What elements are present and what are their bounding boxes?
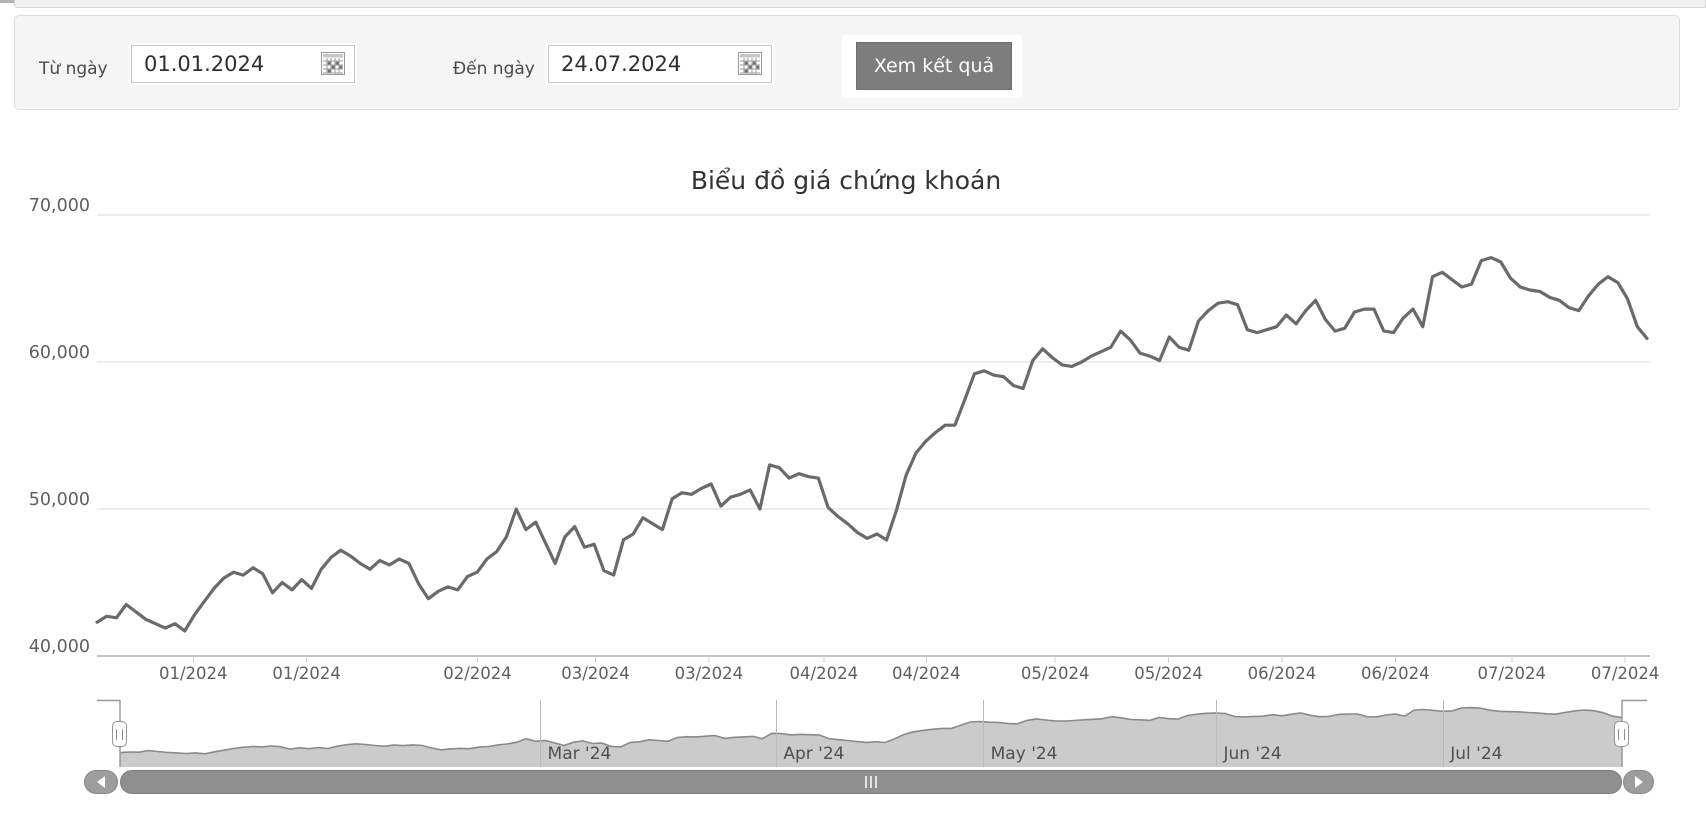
x-axis-label: 04/2024 [892,664,961,683]
calendar-icon[interactable] [738,52,762,75]
from-date-input[interactable] [131,45,355,83]
to-date-field [548,45,772,83]
x-axis-label: 03/2024 [675,664,744,683]
scrollbar-right-arrow[interactable] [1623,770,1654,794]
view-results-button[interactable]: Xem kết quả [856,42,1012,90]
x-axis-label: 06/2024 [1248,664,1317,683]
navigator-month-label: Mar '24 [548,744,612,764]
y-axis-label: 60,000 [29,343,90,363]
scrollbar-grip-icon [870,776,872,788]
y-axis-label: 70,000 [29,196,90,216]
x-axis-label: 03/2024 [561,664,630,683]
x-axis-label: 01/2024 [159,664,228,683]
scrollbar-thumb[interactable] [120,770,1622,794]
navigator-month-label: Jun '24 [1222,744,1281,764]
submit-button-backing: Xem kết quả [842,35,1022,98]
to-date-input[interactable] [548,45,772,83]
navigator-area[interactable] [120,707,1622,767]
navigator-right-handle[interactable] [1614,721,1629,747]
scrollbar-left-arrow[interactable] [84,770,118,794]
y-axis-label: 50,000 [29,490,90,510]
handle-grip-icon [1618,728,1625,740]
x-axis-label: 05/2024 [1021,664,1090,683]
x-axis-label: 02/2024 [443,664,512,683]
chart-title: Biểu đồ giá chứng khoán [690,166,1002,195]
from-date-label: Từ ngày [39,59,108,79]
from-date-field [131,45,355,83]
navigator-line [119,706,1623,755]
to-date-label: Đến ngày [453,59,535,79]
x-axis-label: 04/2024 [790,664,859,683]
x-axis-label: 05/2024 [1134,664,1203,683]
x-axis-label: 07/2024 [1591,664,1660,683]
top-strip-corner [0,0,14,3]
y-axis-label: 40,000 [29,637,90,657]
handle-grip-icon [116,728,123,740]
calendar-icon[interactable] [321,52,345,75]
price-line [95,256,1649,633]
x-axis-label: 01/2024 [272,664,341,683]
navigator-left-handle[interactable] [112,721,127,747]
x-axis-label: 06/2024 [1361,664,1430,683]
x-axis-label: 07/2024 [1478,664,1547,683]
navigator-month-label: Jul '24 [1449,744,1502,764]
date-filter-panel: Từ ngày [14,15,1680,110]
navigator-month-label: May '24 [991,744,1058,764]
navigator-month-label: Apr '24 [783,744,844,764]
